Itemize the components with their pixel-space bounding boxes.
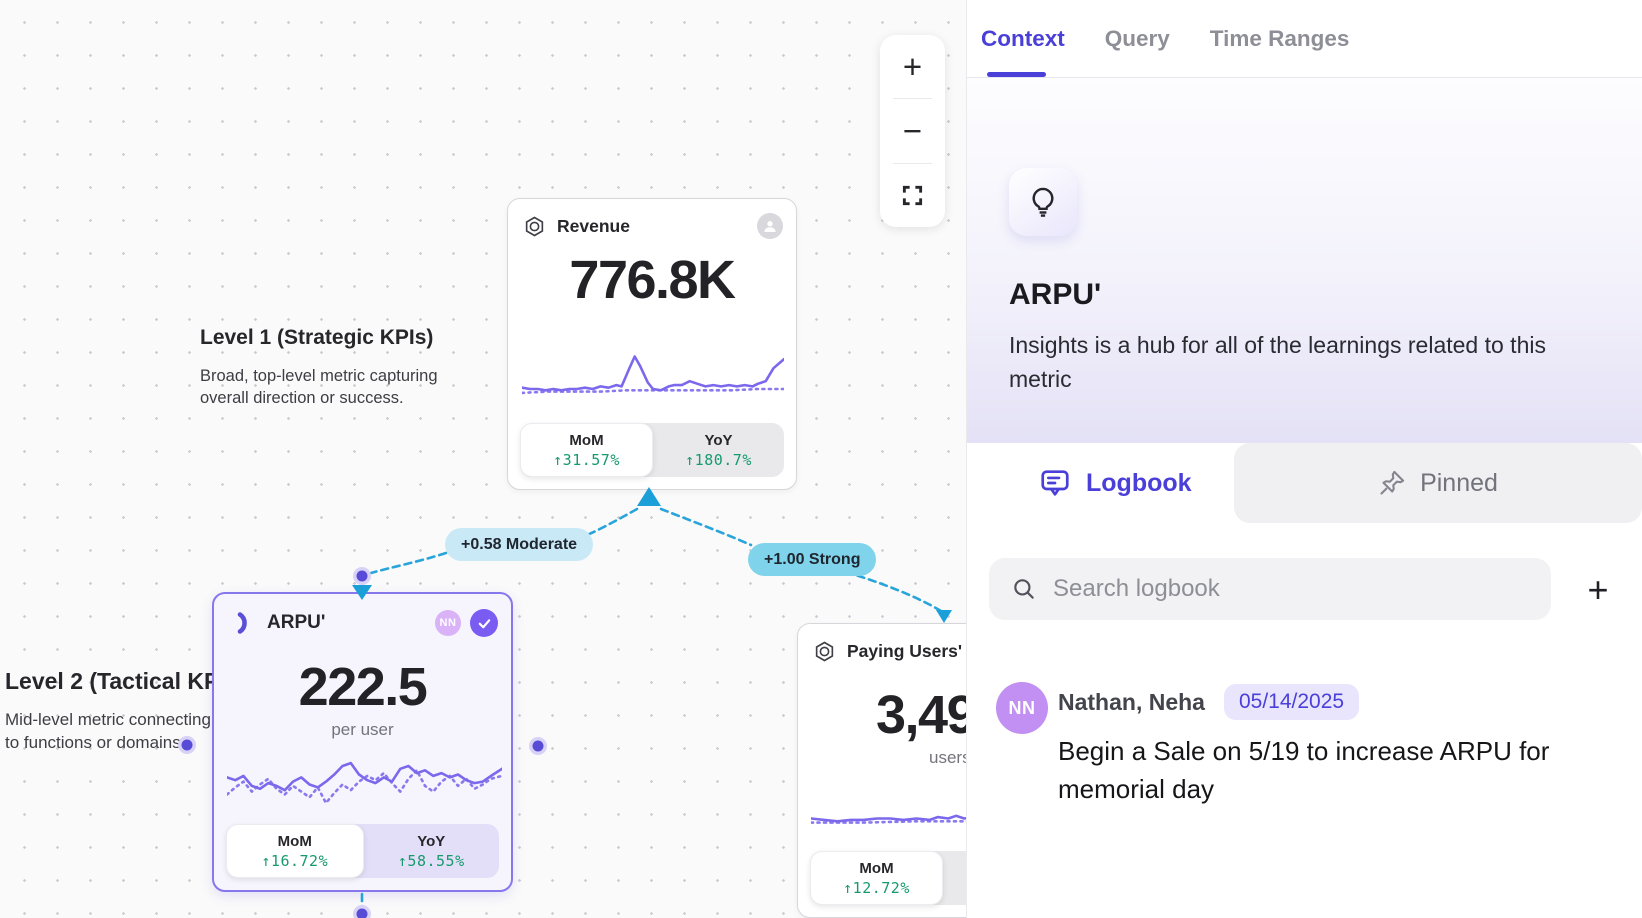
metric-card-revenue[interactable]: Revenue 776.8K MoM ↑31.57% Yo: [507, 198, 797, 490]
divider: [893, 162, 932, 164]
tab-query[interactable]: Query: [1104, 25, 1170, 51]
collaborator-avatar[interactable]: NN: [435, 610, 461, 636]
owner-avatar[interactable]: [757, 213, 783, 239]
metric-tree-canvas[interactable]: Level 1 (Strategic KPIs) Broad, top-leve…: [0, 0, 966, 918]
tab-context[interactable]: Context: [981, 25, 1065, 51]
fullscreen-icon: [902, 185, 923, 205]
metric-value: 222.5: [298, 657, 428, 717]
metric-card-arpu[interactable]: ARPU' NN 222.5 per user MoM ↑16.72%: [212, 592, 513, 892]
level-1-title: Level 1 (Strategic KPIs): [200, 326, 434, 349]
sparkline: [811, 814, 966, 824]
correlation-label-strong[interactable]: +1.00 Strong: [748, 543, 877, 576]
card-header: ARPU' NN: [232, 609, 498, 637]
level-2-description: Mid-level metric connecting strategy to …: [5, 710, 277, 752]
pushpin-icon: [1380, 470, 1405, 495]
connection-handle: [356, 908, 368, 918]
sparkline: [227, 761, 502, 805]
logbook-toolbar: +: [967, 558, 1642, 620]
level-2-title: Level 2 (Tactical KPIs): [5, 668, 247, 694]
entry-meta: Nathan, Neha 05/14/2025: [1058, 684, 1360, 720]
mom-toggle[interactable]: MoM ↑12.72%: [810, 851, 943, 905]
arrowhead-down: [936, 610, 952, 623]
fit-view-button[interactable]: [880, 164, 945, 227]
connection-handle: [356, 570, 368, 582]
yoy-toggle[interactable]: YoY ↑58.55%: [397, 832, 465, 870]
yoy-toggle[interactable]: [943, 851, 966, 905]
card-title: ARPU': [267, 612, 326, 633]
insight-tile: [1009, 168, 1077, 236]
mom-toggle[interactable]: MoM ↑16.72%: [226, 824, 364, 878]
sparkline: [522, 355, 784, 395]
search-input[interactable]: [1053, 575, 1473, 603]
tab-logbook[interactable]: Logbook: [967, 443, 1192, 523]
card-header: Paying Users': [813, 637, 966, 665]
crescent-moon-icon: [237, 612, 247, 634]
level-1-description: Broad, top-level metric capturing overal…: [200, 367, 438, 407]
entry-author: Nathan, Neha: [1058, 688, 1205, 715]
yoy-toggle[interactable]: YoY ↑180.7%: [685, 431, 752, 469]
hexagon-badge-icon: [525, 216, 544, 236]
mom-toggle[interactable]: MoM ↑31.57%: [520, 423, 653, 477]
metric-value: 776.8K: [569, 250, 736, 310]
card-header: Revenue: [523, 212, 783, 240]
divider: [893, 98, 932, 100]
zoom-out-button[interactable]: −: [902, 111, 923, 149]
tab-time-ranges[interactable]: Time Ranges: [1209, 25, 1350, 51]
correlation-label-moderate[interactable]: +0.58 Moderate: [445, 528, 594, 561]
connection-handle: [532, 740, 544, 752]
lightbulb-icon: [1032, 187, 1054, 217]
metric-unit: per user: [331, 720, 394, 739]
delta-toggle: MoM ↑12.72%: [810, 851, 966, 905]
canvas-zoom-controls: + −: [880, 35, 945, 227]
connection-handle: [353, 905, 371, 918]
person-icon: [764, 221, 776, 232]
search-icon: [1014, 579, 1034, 599]
active-tab-underline: [987, 72, 1046, 77]
panel-tab-bar: Context Query Time Ranges: [967, 0, 1642, 78]
metric-context-header: ARPU' Insights is a hub for all of the l…: [967, 78, 1642, 443]
metric-description: Insights is a hub for all of the learnin…: [1009, 332, 1546, 392]
metric-value: 3,49: [876, 685, 966, 745]
logbook-chat-icon: [1041, 470, 1069, 496]
insights-side-panel: Context Query Time Ranges ARPU' Insights…: [966, 0, 1642, 918]
delta-toggle: MoM ↑31.57% YoY ↑180.7%: [520, 423, 784, 477]
verified-badge-icon: [470, 609, 498, 637]
entry-text: Begin a Sale on 5/19 to increase ARPU fo…: [1058, 736, 1550, 804]
level-1-annotation: Level 1 (Strategic KPIs) Broad, top-leve…: [200, 326, 460, 409]
add-entry-button[interactable]: +: [1587, 569, 1609, 610]
logbook-pinned-tabs: Logbook Pinned: [967, 443, 1642, 523]
card-title: Paying Users': [847, 640, 963, 661]
connection-handle: [353, 567, 371, 585]
metric-card-paying-users[interactable]: Paying Users' 3,49 users MoM ↑12.72%: [797, 623, 966, 918]
level-2-annotation: Level 2 (Tactical KPIs) Mid-level metric…: [5, 668, 295, 754]
delta-toggle: MoM ↑16.72% YoY ↑58.55%: [226, 824, 499, 878]
tab-pinned[interactable]: Pinned: [1234, 443, 1642, 523]
zoom-in-button[interactable]: +: [902, 47, 923, 85]
connection-handle: [529, 737, 547, 755]
metric-name-heading: ARPU': [1009, 278, 1102, 311]
hexagon-badge-icon: [815, 641, 834, 661]
metric-unit: users: [929, 748, 966, 767]
entry-author-avatar: NN: [996, 682, 1048, 734]
logbook-search[interactable]: [989, 558, 1551, 620]
entry-date-badge: 05/14/2025: [1223, 684, 1360, 720]
card-title: Revenue: [557, 215, 630, 236]
